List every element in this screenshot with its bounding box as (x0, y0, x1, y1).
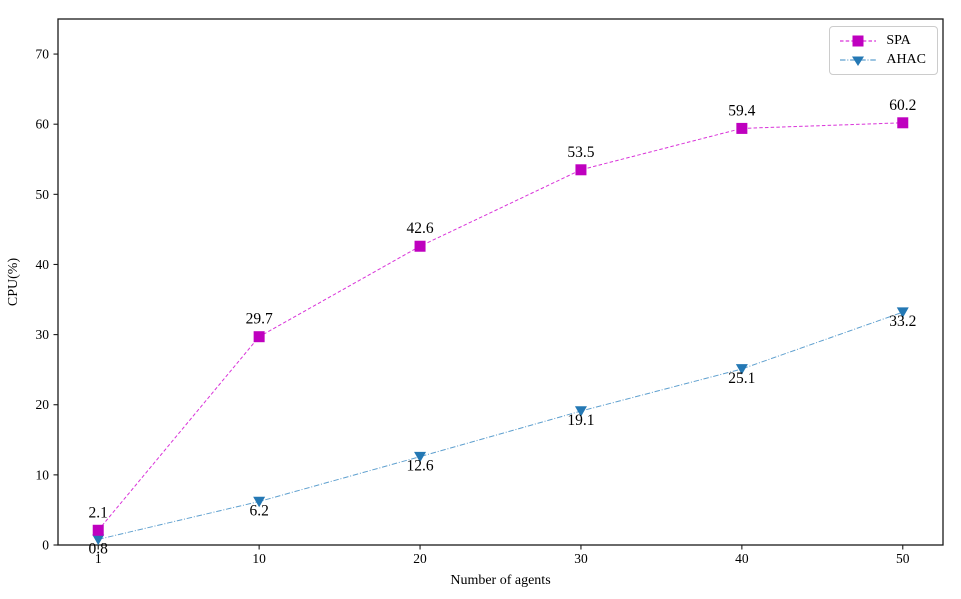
series-line-ahac (98, 311, 903, 540)
y-tick-label: 0 (42, 538, 49, 553)
x-tick-label: 50 (896, 551, 910, 566)
data-point-label-ahac: 25.1 (728, 370, 755, 387)
legend: SPA AHAC (829, 26, 938, 75)
data-point-marker-ahac (92, 534, 105, 546)
data-point-label-spa: 2.1 (89, 504, 108, 521)
plot-border (57, 18, 944, 546)
data-point-label-ahac: 0.8 (89, 540, 109, 557)
y-tick-label: 40 (36, 257, 50, 272)
y-tick-label: 50 (36, 187, 50, 202)
data-point-marker-ahac (414, 451, 427, 463)
data-point-marker-ahac (896, 307, 909, 318)
data-point-marker-ahac (735, 364, 748, 375)
legend-item-ahac: AHAC (839, 53, 926, 67)
y-axis-label: CPU(%) (6, 258, 21, 307)
data-point-marker-spa (253, 331, 265, 343)
data-point-marker-ahac (253, 496, 266, 508)
data-point-marker-spa (575, 164, 587, 176)
data-point-marker-ahac (574, 406, 587, 417)
x-tick-label: 40 (735, 551, 749, 566)
data-point-label-ahac: 33.2 (889, 313, 916, 330)
x-tick-label: 1 (95, 551, 102, 566)
legend-item-spa: SPA (839, 34, 926, 48)
y-tick-label: 30 (36, 327, 50, 342)
x-axis-label: Number of agents (450, 573, 550, 588)
y-tick-label: 20 (36, 397, 50, 412)
x-tick-label: 30 (574, 551, 588, 566)
data-point-label-spa: 60.2 (889, 97, 916, 114)
series-line-spa (97, 122, 903, 531)
data-point-label-spa: 29.7 (246, 311, 273, 328)
data-point-label-ahac: 6.2 (249, 503, 268, 520)
x-tick-label: 20 (413, 551, 427, 566)
data-point-marker-spa (897, 117, 909, 129)
data-point-label-spa: 42.6 (406, 220, 433, 237)
data-point-marker-spa (736, 122, 748, 134)
y-tick-label: 60 (36, 117, 50, 132)
data-point-label-spa: 59.4 (728, 102, 755, 119)
spa-key-marker (852, 35, 864, 47)
legend-label-ahac: AHAC (886, 52, 926, 67)
y-tick-label: 10 (36, 467, 50, 482)
x-tick-label: 10 (252, 551, 266, 566)
y-tick-label: 70 (36, 47, 50, 62)
ahac-line-triangle-icon (840, 56, 877, 66)
legend-label-spa: SPA (886, 33, 911, 48)
data-point-marker-spa (414, 240, 426, 252)
spa-line-square-icon (840, 35, 877, 47)
data-point-label-ahac: 12.6 (406, 458, 433, 475)
data-point-label-spa: 53.5 (567, 144, 594, 161)
data-point-marker-spa (92, 524, 104, 536)
ahac-key-marker (852, 56, 865, 66)
data-point-label-ahac: 19.1 (567, 412, 594, 429)
